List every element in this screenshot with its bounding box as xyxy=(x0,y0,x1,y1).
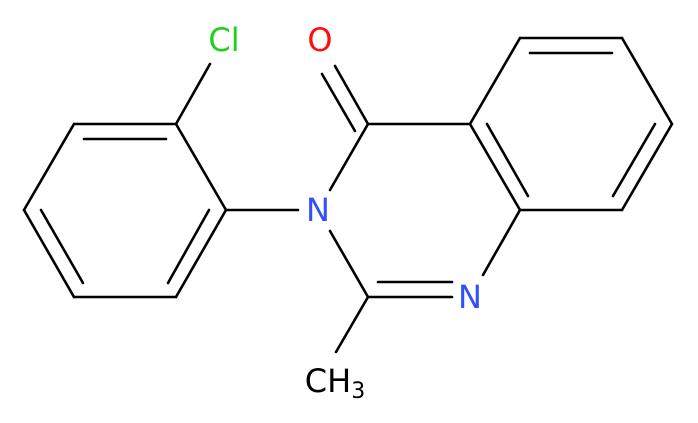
bond xyxy=(485,122,530,198)
bond xyxy=(166,208,211,285)
bond xyxy=(334,295,370,354)
atom-label: N xyxy=(306,191,330,229)
atom-label: Cl xyxy=(208,21,239,59)
bond xyxy=(22,208,76,299)
bond xyxy=(174,208,228,299)
bond xyxy=(620,122,674,212)
bond xyxy=(468,122,522,212)
bond xyxy=(174,122,228,212)
atom-label: N xyxy=(458,278,482,316)
bond xyxy=(39,208,85,285)
atom-label: O xyxy=(307,21,332,59)
bond xyxy=(320,72,357,133)
bonds xyxy=(22,36,674,354)
atom-label: CH3 xyxy=(305,362,365,404)
bond xyxy=(174,62,212,126)
bond xyxy=(328,229,370,299)
bond xyxy=(328,122,370,192)
bond xyxy=(611,122,657,198)
atom-label-subscript: 3 xyxy=(351,379,365,404)
bond xyxy=(620,36,674,126)
bond xyxy=(22,122,76,212)
bond xyxy=(481,208,522,277)
atom-label-main: CH xyxy=(305,362,351,400)
bond xyxy=(468,36,522,126)
bond xyxy=(333,64,370,126)
